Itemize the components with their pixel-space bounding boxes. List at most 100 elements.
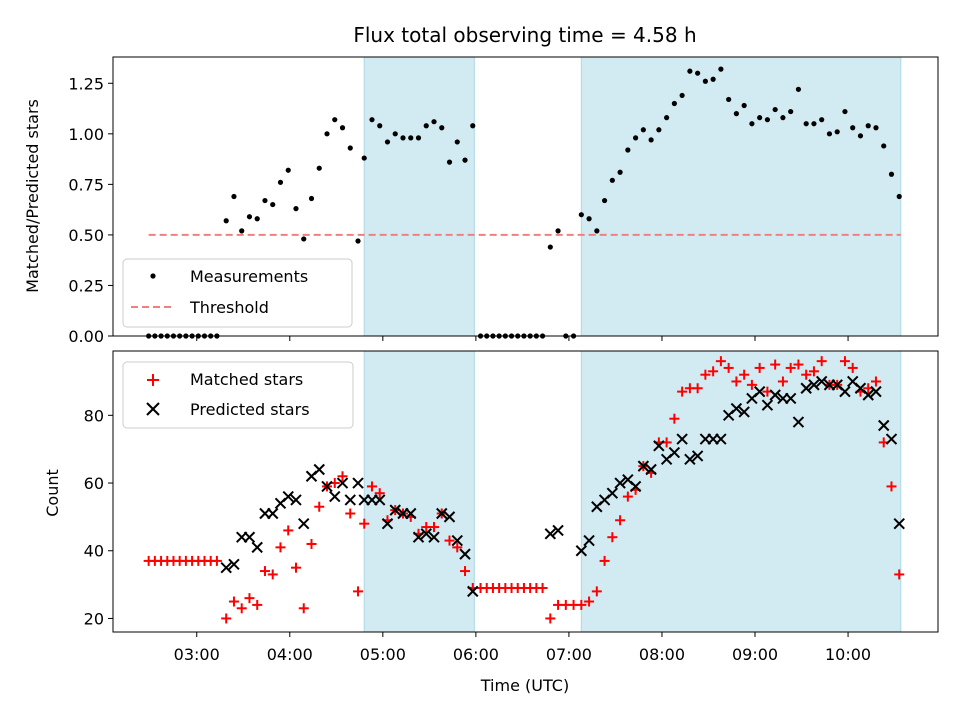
bottom-y-tick-label: 20 <box>84 609 104 628</box>
bottom-y-axis: 20 40 60 80 <box>84 406 113 628</box>
matched-star-point <box>777 376 788 387</box>
predicted-star-point <box>893 517 905 530</box>
measurement-point <box>656 127 662 133</box>
predicted-star-point <box>653 440 665 452</box>
matched-star-point <box>314 501 325 512</box>
matched-star-point <box>374 488 385 499</box>
predicted-star-point <box>321 480 333 493</box>
matched-star-point <box>290 562 301 573</box>
measurement-point <box>609 177 615 183</box>
top-x-ticks <box>196 336 849 341</box>
predicted-star-point <box>405 507 417 520</box>
matched-star-point <box>584 596 595 607</box>
measurement-point <box>355 238 361 244</box>
predicted-star-point <box>243 531 256 543</box>
predicted-star-point <box>374 494 386 506</box>
predicted-star-point <box>329 490 341 503</box>
predicted-star-point <box>420 528 432 540</box>
measurement-point <box>301 236 307 242</box>
matched-star-point <box>793 359 804 370</box>
matched-star-point <box>754 362 765 373</box>
predicted-star-point <box>336 477 349 489</box>
x-axis-label: Time (UTC) <box>480 676 569 695</box>
predicted-star-point <box>684 453 696 466</box>
legend-matched-label: Matched stars <box>190 370 303 389</box>
matched-star-point <box>607 532 618 543</box>
x-tick-label: 06:00 <box>453 645 499 664</box>
predicted-star-point <box>459 548 471 560</box>
measurement-point <box>239 228 245 234</box>
measurement-point <box>811 121 817 127</box>
matched-star-point <box>677 386 688 397</box>
measurement-point <box>640 127 646 133</box>
matched-star-point <box>306 538 317 549</box>
shaded-region <box>363 56 475 337</box>
predicted-star-point <box>870 385 882 398</box>
predicted-star-point <box>862 389 874 401</box>
top-plot-frame <box>112 56 939 337</box>
predicted-stars-series <box>220 375 905 598</box>
measurement-point <box>826 131 833 137</box>
measurement-point <box>392 131 398 137</box>
matched-star-point <box>723 362 734 373</box>
predicted-star-point <box>761 399 774 411</box>
measurement-point <box>324 131 330 137</box>
matched-star-point <box>337 471 348 482</box>
measurement-point <box>664 115 670 121</box>
predicted-star-point <box>428 531 440 543</box>
matched-star-point <box>267 569 278 580</box>
matched-star-point <box>816 356 827 367</box>
measurement-point <box>757 115 763 121</box>
matched-star-point <box>801 369 812 380</box>
legend-matched-marker <box>147 374 159 386</box>
predicted-star-point <box>629 480 642 493</box>
matched-star-point <box>808 366 819 377</box>
shaded-region <box>580 56 902 337</box>
bottom-legend: Matched stars Predicted stars <box>122 361 354 429</box>
predicted-star-point <box>344 494 356 506</box>
predicted-star-point <box>389 504 401 516</box>
measurement-point <box>439 125 445 131</box>
legend-measurements-marker <box>150 273 156 279</box>
top-legend-box <box>122 258 353 328</box>
matched-star-point <box>746 379 757 390</box>
measurement-point <box>431 119 437 125</box>
matched-star-point <box>870 376 881 387</box>
measurement-point <box>293 206 299 212</box>
measurement-point <box>223 218 229 224</box>
top-y-tick-label: 0.75 <box>68 175 104 194</box>
predicted-star-point <box>800 382 812 394</box>
matched-star-point <box>708 366 719 377</box>
measurement-point <box>687 68 693 74</box>
x-tick-label: 05:00 <box>360 645 406 664</box>
measurement-point <box>865 123 871 129</box>
matched-star-point <box>715 356 726 367</box>
predicted-star-point <box>614 477 626 489</box>
legend-predicted-marker <box>146 402 160 416</box>
matched-star-point <box>236 603 247 614</box>
matched-star-point <box>785 362 796 373</box>
measurement-point <box>857 133 864 139</box>
predicted-star-point <box>730 402 743 415</box>
measurement-point <box>316 165 322 171</box>
measurement-point <box>462 157 468 163</box>
x-tick-label: 07:00 <box>546 645 592 664</box>
measurement-point <box>733 111 740 117</box>
predicted-star-point <box>282 490 294 503</box>
predicted-star-point <box>808 379 820 391</box>
measurement-point <box>695 70 701 76</box>
measurement-point <box>710 76 716 82</box>
predicted-star-point <box>313 463 325 476</box>
x-tick-label: 08:00 <box>639 645 685 664</box>
matched-star-point <box>283 525 294 536</box>
predicted-star-point <box>552 524 564 537</box>
matched-star-point <box>537 582 548 593</box>
predicted-star-point <box>544 528 557 540</box>
x-tick-label: 09:00 <box>732 645 778 664</box>
predicted-star-point <box>691 450 704 462</box>
matched-star-point <box>669 413 680 424</box>
predicted-star-point <box>715 433 727 445</box>
top-y-tick-label: 0.25 <box>68 276 104 295</box>
predicted-star-point <box>575 545 588 557</box>
